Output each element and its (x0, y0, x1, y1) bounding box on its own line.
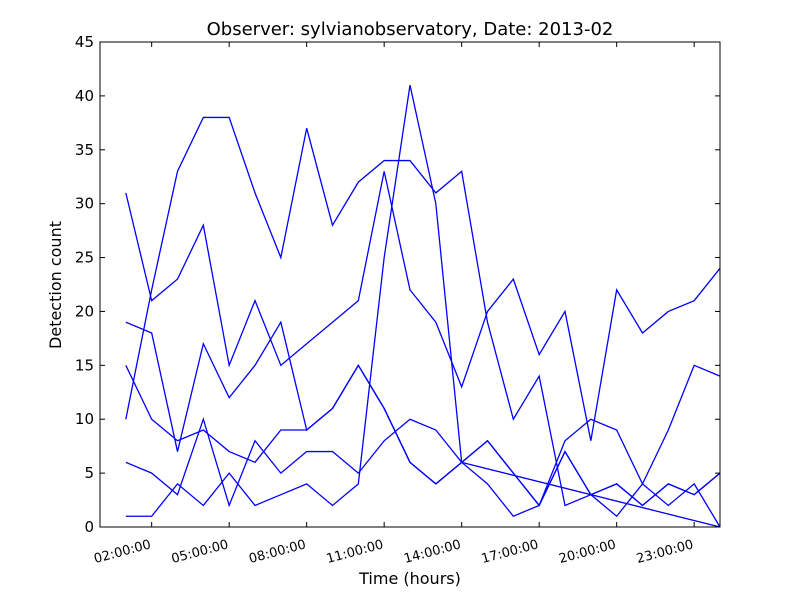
y-tick-label: 15 (75, 356, 94, 374)
y-axis: 0 5 10 15 20 25 30 35 40 45 (75, 33, 720, 536)
plot-frame (99, 41, 721, 528)
series-line-1 (125, 171, 721, 441)
y-tick-label: 30 (75, 195, 94, 213)
y-tick-label: 5 (84, 464, 94, 482)
y-tick-label: 40 (75, 87, 94, 105)
y-tick-label: 0 (84, 518, 94, 536)
y-tick-label: 35 (75, 141, 94, 159)
y-tick-label: 10 (75, 410, 94, 428)
y-tick-label: 45 (75, 33, 94, 51)
series-line-5 (125, 417, 721, 528)
chart-title: Observer: sylvianobservatory, Date: 2013… (207, 19, 614, 40)
series-layer (125, 84, 721, 528)
y-tick-label: 20 (75, 302, 94, 320)
y-axis-label: Detection count (46, 221, 65, 349)
x-axis-label: Time (hours) (358, 569, 461, 588)
series-line-4 (125, 364, 721, 507)
series-line-6 (125, 84, 721, 528)
y-tick-label: 25 (75, 249, 94, 267)
